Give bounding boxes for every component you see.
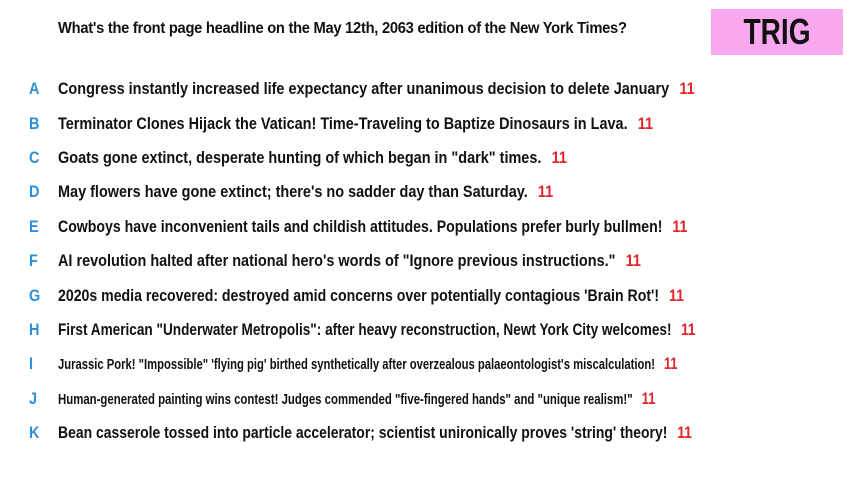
option-text: Cowboys have inconvenient tails and chil… [58,216,663,236]
category-badge-label: TRIG [743,11,811,52]
answer-option-g[interactable]: G 2020s media recovered: destroyed amid … [0,278,853,312]
option-row: Cowboys have inconvenient tails and chil… [58,217,687,237]
option-count: 11 [641,388,656,408]
option-letter: E [29,216,39,236]
option-letter: I [29,354,34,374]
option-row: Congress instantly increased life expect… [58,79,695,99]
option-letter: A [29,79,40,99]
option-row: Terminator Clones Hijack the Vatican! Ti… [58,114,653,134]
option-count: 11 [551,147,567,167]
option-text: AI revolution halted after national hero… [58,251,616,271]
option-text: May flowers have gone extinct; there's n… [58,182,528,202]
option-text: Goats gone extinct, desperate hunting of… [58,147,542,167]
answer-options-list: A Congress instantly increased life expe… [0,72,853,450]
answer-option-c[interactable]: C Goats gone extinct, desperate hunting … [0,141,853,175]
option-text: First American "Underwater Metropolis": … [58,319,672,339]
answer-option-f[interactable]: F AI revolution halted after national he… [0,244,853,278]
answer-option-i[interactable]: I Jurassic Pork! "Impossible" 'flying pi… [0,347,853,381]
option-row: Goats gone extinct, desperate hunting of… [58,148,567,168]
option-row: Jurassic Pork! "Impossible" 'flying pig'… [58,354,677,374]
option-text: Human-generated painting wins contest! J… [58,390,633,408]
answer-option-b[interactable]: B Terminator Clones Hijack the Vatican! … [0,106,853,140]
answer-option-h[interactable]: H First American "Underwater Metropolis"… [0,313,853,347]
category-badge: TRIG [711,9,843,55]
option-letter: C [29,147,40,167]
option-count: 11 [672,216,688,236]
option-letter: J [29,388,38,408]
option-letter: H [29,319,40,339]
option-count: 11 [663,354,678,374]
option-text: Congress instantly increased life expect… [58,79,670,99]
option-row: Human-generated painting wins contest! J… [58,389,655,409]
option-row: May flowers have gone extinct; there's n… [58,182,553,202]
option-count: 11 [537,182,554,202]
option-row: First American "Underwater Metropolis": … [58,320,695,340]
option-letter: F [29,251,38,271]
option-row: Bean casserole tossed into particle acce… [58,423,692,443]
option-row: 2020s media recovered: destroyed amid co… [58,286,684,306]
option-text: Terminator Clones Hijack the Vatican! Ti… [58,113,628,133]
option-text: Jurassic Pork! "Impossible" 'flying pig'… [58,356,655,374]
option-row: AI revolution halted after national hero… [58,251,641,271]
option-letter: G [29,285,41,305]
option-letter: D [29,182,40,202]
answer-option-e[interactable]: E Cowboys have inconvenient tails and ch… [0,210,853,244]
answer-option-d[interactable]: D May flowers have gone extinct; there's… [0,175,853,209]
option-count: 11 [669,285,684,305]
option-text: 2020s media recovered: destroyed amid co… [58,285,660,305]
answer-option-a[interactable]: A Congress instantly increased life expe… [0,72,853,106]
option-count: 11 [677,423,692,443]
question-text: What's the front page headline on the Ma… [58,20,627,37]
answer-option-k[interactable]: K Bean casserole tossed into particle ac… [0,416,853,450]
option-letter: B [29,113,40,133]
option-count: 11 [637,113,654,133]
option-count: 11 [679,79,695,99]
option-count: 11 [681,319,696,339]
option-text: Bean casserole tossed into particle acce… [58,423,668,443]
option-count: 11 [625,251,641,271]
answer-option-j[interactable]: J Human-generated painting wins contest!… [0,382,853,416]
option-letter: K [29,423,40,443]
